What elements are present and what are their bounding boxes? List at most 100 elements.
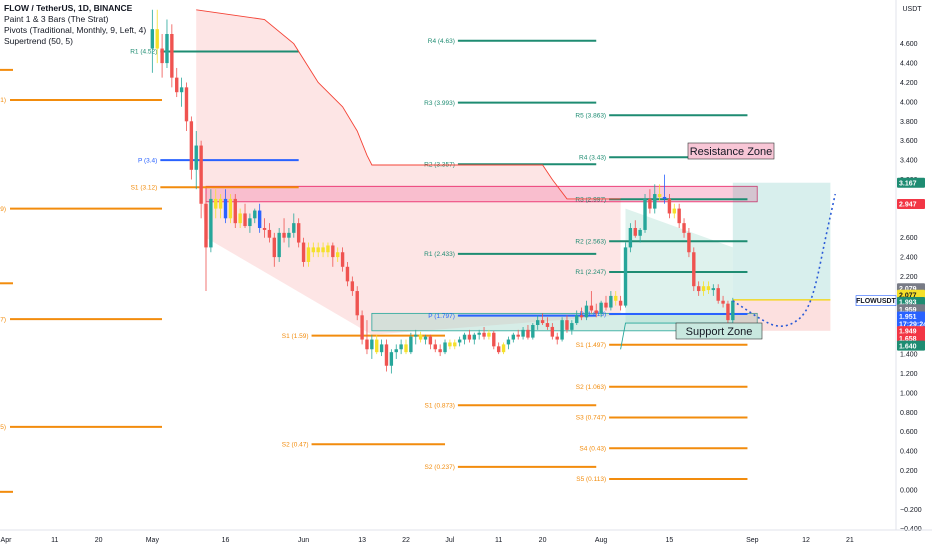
- candle[interactable]: [521, 326, 525, 340]
- candle[interactable]: [409, 332, 413, 355]
- candle[interactable]: [189, 116, 194, 180]
- candle[interactable]: [414, 329, 418, 345]
- candle[interactable]: [453, 339, 457, 350]
- support-zone[interactable]: [371, 312, 758, 332]
- candle[interactable]: [467, 329, 472, 343]
- candle[interactable]: [365, 320, 369, 355]
- candle[interactable]: [536, 315, 540, 330]
- candle[interactable]: [292, 213, 296, 238]
- candle[interactable]: [682, 218, 686, 238]
- candle[interactable]: [662, 174, 667, 204]
- candle[interactable]: [399, 339, 403, 355]
- candle[interactable]: [214, 189, 218, 219]
- candle[interactable]: [384, 339, 389, 372]
- candle[interactable]: [462, 332, 467, 345]
- candle[interactable]: [199, 140, 203, 219]
- candle[interactable]: [623, 242, 628, 308]
- candle[interactable]: [418, 331, 423, 343]
- indicator-legend-pivots[interactable]: Pivots (Traditional, Monthly, 9, Left, 4…: [4, 25, 147, 35]
- candle[interactable]: [550, 323, 555, 340]
- time-axis[interactable]: Apr 11 20 May 16 Jun 13 22 Jul 11 20 Aug 15 Sep 12 21: [0, 529, 932, 544]
- candle[interactable]: [570, 320, 574, 335]
- candle[interactable]: [272, 232, 276, 267]
- candle[interactable]: [653, 184, 657, 214]
- candle[interactable]: [248, 213, 252, 233]
- candle[interactable]: [223, 189, 228, 224]
- candle[interactable]: [433, 339, 437, 353]
- indicator-legend-strat[interactable]: Paint 1 & 3 Bars (The Strat): [4, 14, 109, 24]
- candle[interactable]: [277, 228, 281, 262]
- candle[interactable]: [438, 344, 442, 357]
- candle[interactable]: [721, 295, 725, 308]
- candle[interactable]: [696, 281, 701, 296]
- candle[interactable]: [604, 295, 608, 311]
- candle[interactable]: [672, 203, 676, 219]
- candle[interactable]: [370, 334, 374, 359]
- candle[interactable]: [609, 291, 613, 311]
- candle[interactable]: [472, 332, 476, 345]
- candle[interactable]: [618, 295, 623, 311]
- candle[interactable]: [316, 242, 320, 258]
- candle[interactable]: [379, 339, 384, 357]
- candle[interactable]: [375, 334, 379, 355]
- candle[interactable]: [170, 24, 174, 88]
- candle[interactable]: [482, 326, 486, 340]
- candle[interactable]: [614, 291, 618, 306]
- candle[interactable]: [599, 300, 603, 318]
- candle[interactable]: [594, 303, 598, 318]
- candle[interactable]: [487, 329, 491, 340]
- long-position-target-area[interactable]: [732, 182, 831, 300]
- candle[interactable]: [257, 203, 262, 233]
- candle[interactable]: [448, 339, 452, 350]
- candle[interactable]: [340, 247, 345, 272]
- candle[interactable]: [306, 242, 311, 267]
- candle[interactable]: [628, 223, 633, 253]
- candle[interactable]: [726, 300, 730, 324]
- candle[interactable]: [706, 281, 711, 294]
- candle[interactable]: [457, 336, 462, 347]
- candle[interactable]: [638, 228, 642, 243]
- candle[interactable]: [648, 189, 652, 214]
- candle[interactable]: [526, 325, 530, 340]
- candle[interactable]: [545, 317, 550, 330]
- candle[interactable]: [492, 330, 496, 350]
- candle[interactable]: [155, 9, 159, 64]
- candle[interactable]: [287, 228, 291, 248]
- candle[interactable]: [228, 194, 233, 224]
- candle[interactable]: [506, 336, 511, 350]
- candle[interactable]: [209, 189, 213, 253]
- candle[interactable]: [643, 194, 647, 233]
- candle[interactable]: [731, 297, 735, 324]
- candle[interactable]: [389, 349, 394, 374]
- candle[interactable]: [311, 242, 316, 258]
- candle[interactable]: [218, 194, 223, 219]
- candle[interactable]: [165, 19, 169, 68]
- candle[interactable]: [496, 342, 501, 355]
- symbol-title[interactable]: FLOW / TetherUS, 1D, BINANCE: [4, 3, 133, 13]
- candle[interactable]: [301, 237, 306, 267]
- candle[interactable]: [687, 228, 691, 258]
- candle[interactable]: [575, 310, 579, 325]
- candle[interactable]: [394, 344, 398, 359]
- candle[interactable]: [633, 220, 637, 238]
- candle[interactable]: [243, 203, 247, 228]
- candle[interactable]: [501, 342, 506, 355]
- candle[interactable]: [511, 332, 516, 343]
- candle[interactable]: [194, 131, 198, 190]
- candle[interactable]: [233, 194, 237, 228]
- candle[interactable]: [331, 242, 335, 267]
- candle[interactable]: [184, 82, 189, 132]
- candle[interactable]: [692, 247, 696, 292]
- candle[interactable]: [531, 323, 535, 340]
- candle[interactable]: [238, 208, 242, 228]
- candle[interactable]: [428, 334, 433, 350]
- candle[interactable]: [326, 242, 330, 258]
- candle[interactable]: [579, 307, 584, 321]
- indicator-legend-supertrend[interactable]: Supertrend (50, 5): [4, 36, 73, 46]
- candle[interactable]: [516, 329, 520, 340]
- candle[interactable]: [282, 218, 286, 243]
- candle[interactable]: [423, 334, 428, 345]
- candle[interactable]: [160, 34, 164, 78]
- candle[interactable]: [204, 194, 208, 292]
